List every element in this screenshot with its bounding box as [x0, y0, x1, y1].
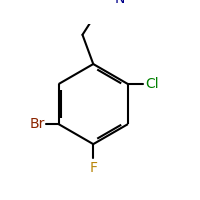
Text: N: N [115, 0, 125, 6]
Text: Cl: Cl [146, 77, 159, 91]
Text: F: F [89, 161, 97, 175]
Text: Br: Br [29, 117, 45, 131]
